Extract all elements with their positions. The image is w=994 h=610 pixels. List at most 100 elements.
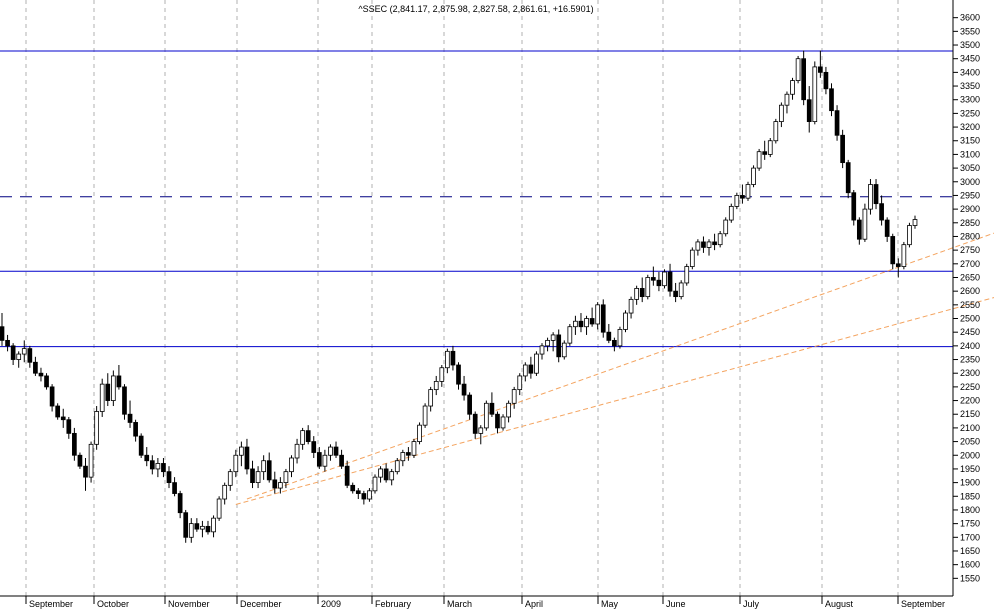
candle xyxy=(773,118,779,144)
y-tick-label: 1700 xyxy=(960,532,980,542)
candle xyxy=(344,460,350,489)
candle xyxy=(83,457,88,491)
candle xyxy=(33,356,38,376)
candle-body xyxy=(717,233,723,246)
candle xyxy=(144,447,150,467)
y-tick-label: 2300 xyxy=(960,368,980,378)
candle xyxy=(183,509,189,543)
candle-body xyxy=(901,244,907,267)
candle-body xyxy=(16,353,22,360)
candle-body xyxy=(684,266,690,284)
candle xyxy=(600,299,606,338)
candle-body xyxy=(650,277,656,281)
candle-body xyxy=(55,405,61,418)
candle-body xyxy=(122,386,127,415)
candle xyxy=(483,400,489,431)
candle-body xyxy=(339,454,344,467)
candle xyxy=(806,86,812,133)
candle-body xyxy=(539,345,545,355)
candle xyxy=(200,520,205,538)
y-tick-label: 2950 xyxy=(960,190,980,200)
candle xyxy=(495,411,500,434)
candle xyxy=(133,419,138,442)
candle xyxy=(467,392,472,420)
candle xyxy=(188,518,194,543)
candle xyxy=(311,436,317,458)
y-tick-label: 3100 xyxy=(960,149,980,159)
candle xyxy=(879,195,884,226)
candle xyxy=(66,416,72,439)
y-tick-label: 2800 xyxy=(960,231,980,241)
candle-body xyxy=(907,225,912,246)
candle xyxy=(10,343,16,366)
candle-body xyxy=(133,422,138,437)
candle-body xyxy=(773,121,779,142)
candle xyxy=(545,337,550,352)
candle xyxy=(283,468,289,489)
candle xyxy=(255,466,261,489)
candle xyxy=(606,323,612,344)
candle-body xyxy=(205,525,211,533)
candle xyxy=(784,91,790,114)
candle xyxy=(561,340,567,360)
candle xyxy=(155,457,161,478)
candle-body xyxy=(83,465,88,478)
candle-body xyxy=(88,443,94,478)
candle-body xyxy=(49,386,55,407)
candle-body xyxy=(522,364,528,377)
candle-body xyxy=(10,345,16,360)
candle xyxy=(818,50,823,78)
candle-body xyxy=(567,326,573,344)
candle xyxy=(706,239,712,256)
candle-body xyxy=(244,446,250,470)
candle xyxy=(767,138,773,158)
candle xyxy=(695,239,701,256)
candle xyxy=(634,285,639,305)
candle xyxy=(433,375,439,396)
candle-body xyxy=(673,290,678,298)
candle xyxy=(316,447,322,469)
candle xyxy=(862,203,868,242)
candle xyxy=(456,362,461,390)
candle-body xyxy=(439,367,445,382)
candle-body xyxy=(617,329,623,347)
candle-body xyxy=(411,441,417,456)
candle-body xyxy=(389,471,395,481)
candle xyxy=(873,179,879,210)
candle xyxy=(628,296,634,319)
candle xyxy=(461,375,467,401)
candle-body xyxy=(417,424,422,442)
candle xyxy=(110,370,116,407)
candle-body xyxy=(784,93,790,106)
candle-body xyxy=(634,288,639,300)
y-tick-label: 3450 xyxy=(960,54,980,64)
y-tick-label: 1550 xyxy=(960,573,980,583)
y-tick-label: 1750 xyxy=(960,519,980,529)
candle-body xyxy=(851,192,857,221)
candle xyxy=(895,258,901,278)
candle xyxy=(21,340,27,363)
candle-body xyxy=(823,71,829,90)
candle-body xyxy=(478,427,484,434)
candle xyxy=(656,272,662,292)
candle xyxy=(689,247,695,270)
candle-body xyxy=(216,498,222,519)
candle-body xyxy=(456,364,461,385)
candle xyxy=(868,179,873,215)
candle-body xyxy=(801,58,807,101)
candle xyxy=(350,482,356,494)
candle-body xyxy=(795,58,801,81)
candle-body xyxy=(840,134,845,164)
candle xyxy=(88,441,94,483)
candle xyxy=(205,520,211,535)
y-tick-label: 1800 xyxy=(960,505,980,515)
candle-body xyxy=(21,348,27,355)
candle-body xyxy=(355,490,361,494)
candle-body xyxy=(333,446,339,456)
candle-body xyxy=(361,493,367,500)
candle xyxy=(450,345,456,371)
candle xyxy=(812,61,818,125)
candle-body xyxy=(489,402,495,415)
y-tick-label: 3250 xyxy=(960,108,980,118)
candle-body xyxy=(110,375,116,401)
